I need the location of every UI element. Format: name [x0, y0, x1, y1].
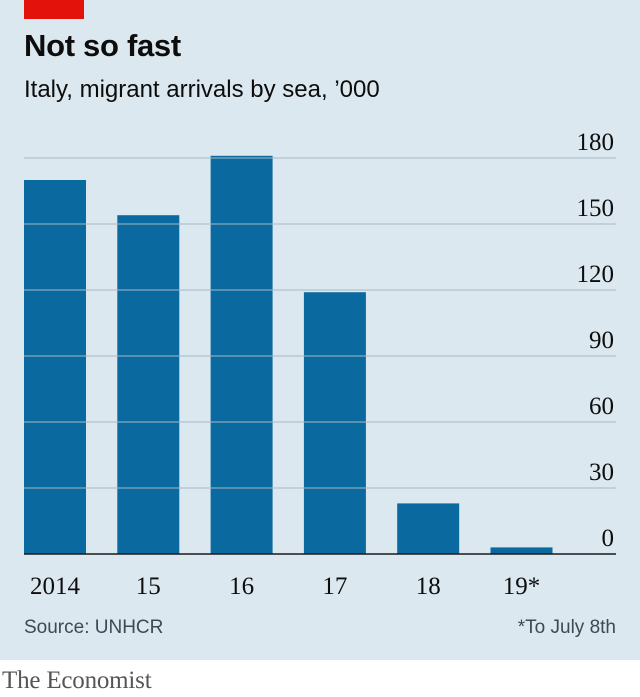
bar: [117, 215, 180, 554]
chart-title: Not so fast: [24, 28, 181, 63]
bar-chart: 0 30 60 90 120 150 180 2014 15 16 17 18 19*: [24, 129, 616, 600]
bar: [490, 547, 553, 554]
chart-subtitle: Italy, migrant arrivals by sea, ’000: [24, 76, 380, 103]
source-note: Source: UNHCR: [24, 617, 164, 638]
bar: [303, 292, 366, 554]
bar: [24, 180, 86, 554]
y-tick-label: 90: [589, 327, 614, 354]
y-tick-label: 0: [602, 525, 615, 552]
x-tick-label: 16: [229, 573, 254, 600]
y-tick-label: 60: [589, 393, 614, 420]
x-tick-label: 18: [416, 573, 441, 600]
x-tick-label: 15: [136, 573, 161, 600]
footnote: *To July 8th: [517, 617, 616, 638]
y-tick-label: 150: [577, 195, 615, 222]
brand-accent-tag: [24, 0, 84, 19]
bar: [210, 155, 273, 555]
x-tick-label: 2014: [30, 573, 81, 600]
y-tick-label: 30: [589, 459, 614, 486]
publisher-logo: The Economist: [2, 667, 152, 694]
bar: [397, 503, 460, 554]
x-tick-label: 17: [322, 573, 347, 600]
x-tick-label: 19*: [503, 573, 541, 600]
y-tick-label: 120: [577, 261, 615, 288]
y-tick-label: 180: [577, 129, 615, 156]
